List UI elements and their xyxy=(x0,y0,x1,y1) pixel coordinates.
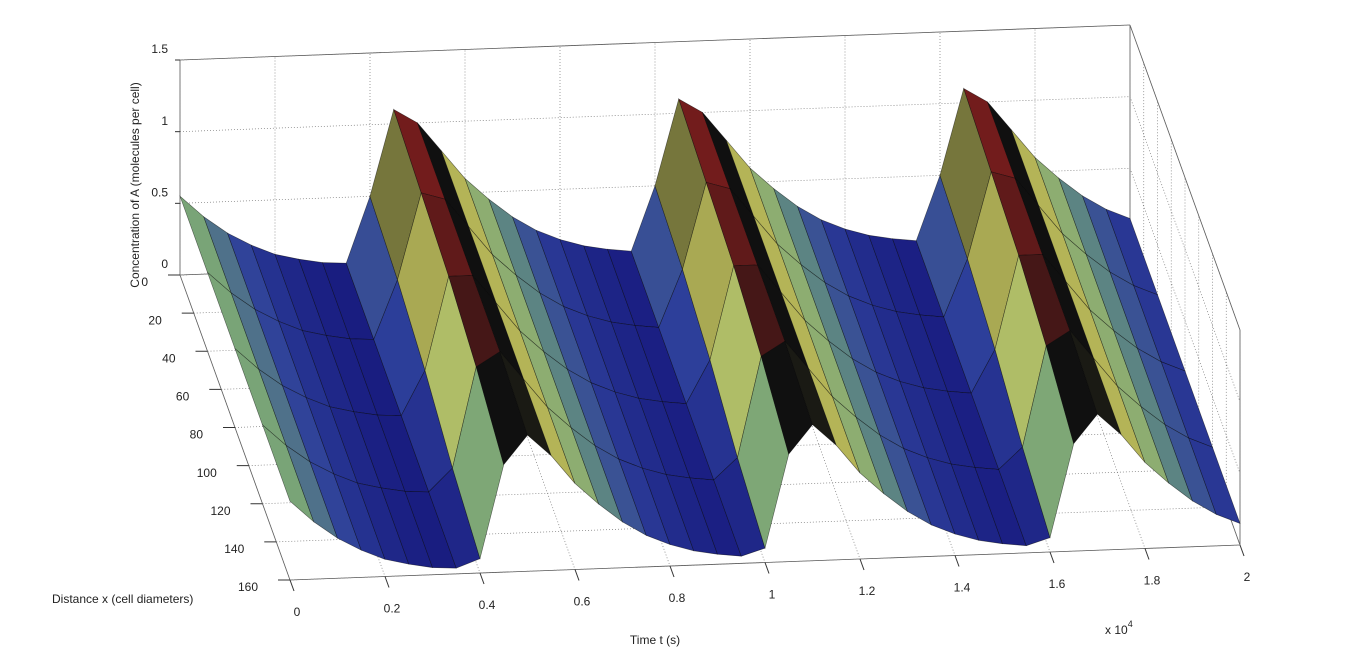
grid-line xyxy=(179,24,1131,61)
x-tick xyxy=(669,565,675,578)
y-tick-label: 60 xyxy=(176,390,190,404)
x-tick-label: 2 xyxy=(1244,570,1251,584)
x-tick xyxy=(859,558,865,571)
x-tick xyxy=(1144,548,1150,560)
x-tick-label: 0.8 xyxy=(669,591,686,605)
x-tick xyxy=(384,576,390,588)
grid-line xyxy=(289,544,1241,581)
y-tick-label: 120 xyxy=(210,504,230,518)
x-tick xyxy=(764,562,770,574)
x-tick-label: 1 xyxy=(769,588,776,602)
z-axis-label: Concentration of A (molecules per cell) xyxy=(128,82,142,287)
surface-patch xyxy=(1188,437,1241,525)
surface xyxy=(179,87,1241,569)
y-axis-label: Distance x (cell diameters) xyxy=(52,592,193,606)
z-tick-label: 0 xyxy=(161,257,168,271)
x-multiplier: x 104 xyxy=(1105,619,1133,637)
x-tick xyxy=(289,579,295,592)
x-tick-label: 0.2 xyxy=(384,602,401,616)
x-tick xyxy=(1049,551,1055,564)
grid-line xyxy=(276,506,1227,543)
z-tick-label: 0.5 xyxy=(151,186,168,200)
x-tick-label: 0.4 xyxy=(479,598,496,612)
y-tick-label: 140 xyxy=(224,542,244,556)
x-tick-label: 1.8 xyxy=(1144,574,1161,588)
z-tick-label: 1.5 xyxy=(151,42,168,56)
x-tick-label: 1.4 xyxy=(954,581,971,595)
multiplier-base: x 10 xyxy=(1105,623,1128,637)
x-tick xyxy=(574,569,580,581)
x-axis-label: Time t (s) xyxy=(630,633,680,647)
z-tick-label: 1 xyxy=(161,114,168,128)
labels: 0 0.2 0.4 0.6 0.8 1 1.2 1.4 1.6 1.8 20204060801001… xyxy=(141,42,1250,619)
grid-line xyxy=(1129,24,1241,331)
x-tick-label: 1.2 xyxy=(859,584,876,598)
y-tick-label: 20 xyxy=(148,313,162,327)
x-tick-label: 0 xyxy=(294,605,301,619)
y-tick-label: 80 xyxy=(190,428,204,442)
x-tick xyxy=(479,572,485,585)
x-tick xyxy=(1239,544,1245,557)
x-tick-label: 1.6 xyxy=(1049,577,1066,591)
x-tick-label: 0.6 xyxy=(574,595,591,609)
y-tick-label: 160 xyxy=(238,580,258,594)
grid-line xyxy=(1129,96,1241,402)
y-tick-label: 0 xyxy=(141,275,148,289)
multiplier-exponent: 4 xyxy=(1128,619,1133,629)
grid-line xyxy=(1129,168,1241,474)
y-tick-label: 40 xyxy=(162,351,176,365)
x-tick xyxy=(954,555,960,567)
y-tick-label: 100 xyxy=(197,466,217,480)
